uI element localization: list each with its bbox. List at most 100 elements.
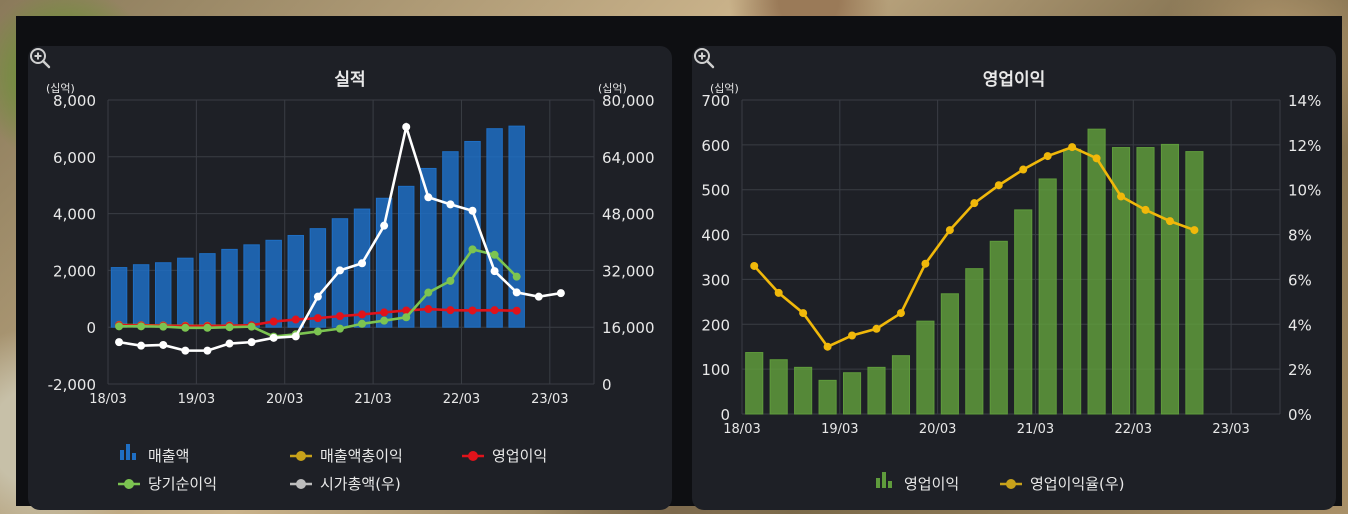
bar bbox=[287, 234, 305, 328]
data-point bbox=[490, 306, 499, 315]
data-point bbox=[358, 319, 367, 328]
data-point bbox=[380, 221, 389, 230]
data-point bbox=[159, 340, 168, 349]
bar bbox=[1111, 147, 1131, 415]
bar bbox=[1014, 209, 1033, 415]
data-point bbox=[446, 276, 455, 285]
data-point bbox=[446, 306, 455, 315]
data-point bbox=[225, 339, 234, 348]
left-tick-label: 100 bbox=[701, 361, 730, 379]
bar bbox=[420, 167, 437, 328]
bar bbox=[486, 128, 503, 328]
right-tick-label: 2% bbox=[1288, 361, 1312, 379]
data-point bbox=[335, 324, 344, 333]
data-point bbox=[921, 259, 930, 268]
bar bbox=[442, 151, 459, 328]
data-point bbox=[313, 314, 322, 323]
data-point bbox=[1092, 154, 1101, 163]
data-point bbox=[424, 305, 433, 314]
zoom-in-icon[interactable] bbox=[28, 46, 52, 70]
data-point bbox=[490, 250, 499, 259]
data-point bbox=[335, 266, 344, 275]
legend-marker-icon bbox=[124, 479, 134, 489]
x-tick-label: 21/03 bbox=[1017, 422, 1054, 437]
data-point bbox=[1019, 165, 1028, 174]
legend-marker-icon bbox=[1006, 479, 1016, 489]
right-tick-label: 0 bbox=[602, 376, 612, 394]
legend-item: 영업이익 bbox=[876, 472, 959, 493]
data-point bbox=[750, 261, 759, 270]
data-point bbox=[872, 324, 881, 333]
data-point bbox=[181, 323, 190, 332]
bar bbox=[508, 125, 525, 328]
chart-title: 영업이익 bbox=[983, 70, 1046, 90]
bar bbox=[745, 352, 764, 415]
data-point bbox=[402, 306, 411, 315]
operating-profit-chart: 영업이익 (십억)700 14% 600 12% 500 10% 400 8% 300 6% 200 4… bbox=[701, 70, 1321, 493]
left-tick-label: 0 bbox=[86, 319, 96, 337]
data-point bbox=[1141, 205, 1150, 214]
bar bbox=[265, 239, 282, 328]
data-point bbox=[446, 200, 455, 209]
bar bbox=[199, 253, 216, 328]
data-point bbox=[799, 309, 808, 318]
data-point bbox=[269, 317, 278, 326]
data-point bbox=[512, 272, 521, 281]
chart-title: 실적 bbox=[334, 70, 365, 90]
bar bbox=[110, 267, 128, 328]
data-point bbox=[269, 333, 278, 342]
legend-label: 영업이익 bbox=[492, 447, 547, 465]
right-tick-label: 10% bbox=[1288, 182, 1321, 200]
x-tick-label: 19/03 bbox=[178, 392, 215, 407]
data-point bbox=[358, 310, 367, 319]
data-point bbox=[291, 315, 300, 324]
left-tick-label: 4,000 bbox=[53, 206, 96, 224]
legend-label: 매출액총이익 bbox=[320, 447, 403, 465]
data-point bbox=[247, 338, 256, 347]
bar bbox=[989, 240, 1008, 415]
right-tick-label: 16,000 bbox=[602, 319, 655, 337]
data-point bbox=[512, 306, 521, 315]
bar bbox=[1160, 143, 1180, 415]
left-tick-label: 600 bbox=[701, 137, 730, 155]
bar bbox=[916, 320, 935, 415]
legend-item: 영업이익 bbox=[462, 447, 547, 465]
data-point bbox=[181, 346, 190, 355]
left-tick-label: -2,000 bbox=[48, 376, 96, 394]
data-point bbox=[358, 259, 367, 268]
data-point bbox=[424, 288, 433, 297]
data-point bbox=[203, 346, 212, 355]
left-tick-label: 500 bbox=[701, 182, 730, 200]
right-tick-label: 64,000 bbox=[602, 149, 655, 167]
data-point bbox=[137, 341, 146, 350]
right-tick-label: 0% bbox=[1288, 406, 1312, 424]
legend-bar-icon bbox=[132, 453, 136, 460]
x-tick-label: 23/03 bbox=[1212, 422, 1249, 437]
left-tick-label: 700 bbox=[701, 92, 730, 110]
legend-item: 매출액총이익 bbox=[290, 447, 403, 465]
data-point bbox=[994, 181, 1003, 190]
data-point bbox=[468, 306, 477, 315]
zoom-in-icon[interactable] bbox=[692, 46, 716, 70]
bar bbox=[940, 293, 959, 415]
bar bbox=[353, 208, 371, 328]
left-tick-label: 8,000 bbox=[53, 92, 96, 110]
right-tick-label: 4% bbox=[1288, 316, 1312, 334]
bar bbox=[243, 244, 260, 328]
bar bbox=[375, 197, 393, 328]
bar bbox=[309, 228, 327, 328]
right-tick-label: 32,000 bbox=[602, 262, 655, 280]
data-point bbox=[1117, 192, 1126, 201]
legend-label: 영업이익율(우) bbox=[1030, 475, 1125, 493]
x-tick-label: 18/03 bbox=[89, 392, 126, 407]
data-point bbox=[247, 322, 256, 331]
bar bbox=[397, 185, 415, 328]
left-tick-label: 400 bbox=[701, 227, 730, 245]
x-tick-label: 21/03 bbox=[354, 392, 391, 407]
data-point bbox=[945, 226, 954, 235]
legend-item: 당기순이익 bbox=[118, 475, 217, 493]
bar bbox=[177, 257, 194, 328]
bar bbox=[794, 366, 813, 415]
data-point bbox=[291, 332, 300, 341]
data-point bbox=[534, 292, 543, 301]
